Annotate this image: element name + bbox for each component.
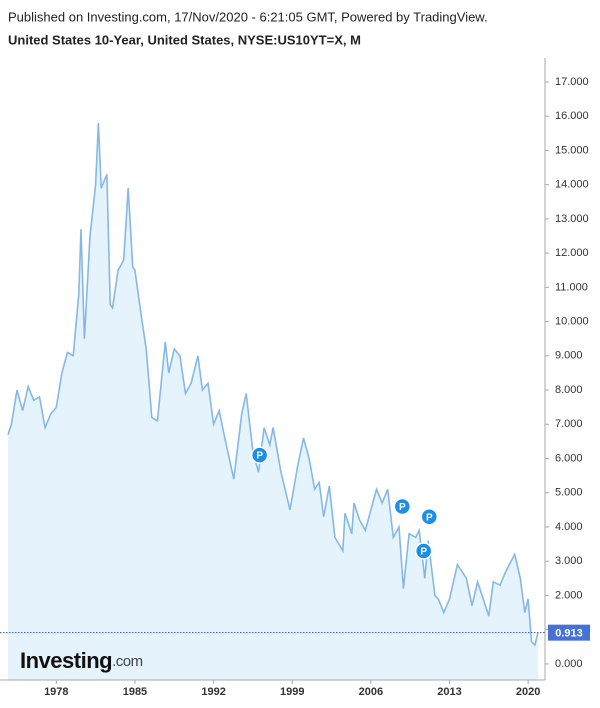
x-tick-label: 1978 bbox=[44, 686, 68, 698]
y-tick-label: 17.000 bbox=[555, 76, 589, 88]
y-tick-label: 11.000 bbox=[555, 281, 588, 293]
y-tick-label: 14.000 bbox=[555, 179, 589, 191]
logo-name: Investing bbox=[20, 648, 112, 673]
logo: Investing.com bbox=[20, 648, 143, 673]
y-tick-label: 12.000 bbox=[555, 247, 589, 259]
x-tick-label: 1985 bbox=[123, 686, 147, 698]
y-tick-label: 13.000 bbox=[555, 213, 589, 225]
event-marker-label: P bbox=[426, 512, 433, 523]
event-marker bbox=[250, 446, 269, 464]
event-marker-label: P bbox=[420, 547, 427, 558]
last-value-box bbox=[548, 624, 590, 641]
y-tick-label: 15.000 bbox=[555, 144, 589, 156]
x-tick-label: 2013 bbox=[437, 686, 461, 698]
area-fill bbox=[8, 123, 538, 680]
y-tick-label: 3.000 bbox=[555, 555, 583, 567]
x-tick-label: 1999 bbox=[280, 686, 304, 698]
y-tick-label: 7.000 bbox=[555, 418, 583, 430]
event-marker bbox=[414, 542, 433, 560]
y-tick-label: 6.000 bbox=[555, 452, 583, 464]
x-tick-label: 2006 bbox=[359, 686, 383, 698]
y-tick-label: 2.000 bbox=[555, 589, 583, 601]
event-marker-label: P bbox=[399, 502, 406, 513]
chart-title: United States 10-Year, United States, NY… bbox=[8, 32, 361, 47]
logo-suffix: .com bbox=[112, 653, 143, 670]
price-line bbox=[7, 122, 539, 647]
event-marker-label: P bbox=[256, 451, 263, 462]
y-tick-label: 4.000 bbox=[555, 521, 583, 533]
last-value-label: 0.913 bbox=[555, 628, 583, 640]
x-tick-label: 2020 bbox=[516, 686, 540, 698]
y-tick-label: 5.000 bbox=[555, 487, 583, 499]
event-marker bbox=[420, 507, 439, 526]
x-tick-label: 1992 bbox=[201, 686, 225, 698]
y-tick-label: 9.000 bbox=[555, 350, 583, 362]
y-tick-label: 8.000 bbox=[555, 384, 583, 396]
y-tick-label: 0.000 bbox=[555, 658, 583, 670]
subtitle: Published on Investing.com, 17/Nov/2020 … bbox=[8, 9, 488, 24]
y-tick-label: 10.000 bbox=[555, 315, 589, 327]
y-tick-label: 16.000 bbox=[555, 110, 589, 122]
event-marker bbox=[393, 497, 412, 516]
